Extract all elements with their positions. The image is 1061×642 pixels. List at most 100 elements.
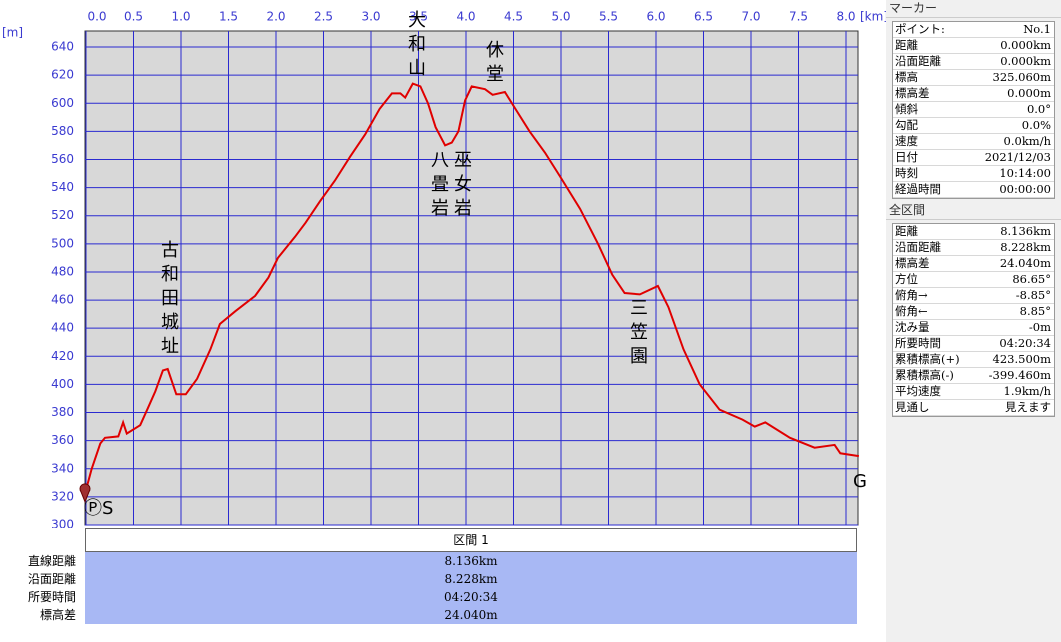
elevation-line (85, 82, 860, 491)
row-label: 沿面距離 (895, 240, 941, 254)
panel-row: 沿面距離 8.228km (893, 240, 1054, 256)
x-tick-label: 0.5 (124, 10, 143, 24)
y-tick-label: 420 (51, 349, 74, 363)
y-tick-label: 500 (51, 236, 74, 250)
row-label: 沈み量 (895, 320, 930, 334)
annotation: 大和山 (405, 10, 426, 82)
panel-row: 所要時間 04:20:34 (893, 336, 1054, 352)
panel-row: 時刻 10:14:00 (893, 166, 1054, 182)
row-value: 0.000m (1007, 86, 1051, 100)
annotation: 三笠園 (627, 298, 648, 370)
row-label: ポイント: (895, 22, 945, 36)
annotation: G (853, 471, 867, 492)
panel-title: 全区間 (886, 202, 1061, 220)
y-tick-label: 560 (51, 152, 74, 166)
panel-row: 勾配 0.0% (893, 118, 1054, 134)
row-value: 0.000km (1000, 38, 1051, 52)
row-label: 沿面距離 (27, 572, 76, 586)
plot-area (84, 30, 859, 526)
panel-row: 速度 0.0km/h (893, 134, 1054, 150)
panel-row: 日付 2021/12/03 (893, 150, 1054, 166)
row-label: 所要時間 (895, 336, 941, 350)
y-tick-label: 520 (51, 208, 74, 222)
y-tick-label: 620 (51, 68, 74, 82)
panel-row: 累積標高(+) 423.500m (893, 352, 1054, 368)
x-tick-label: 2.5 (314, 10, 333, 24)
segment-row: 沿面距離 8.228km (0, 570, 857, 588)
marker-table: ポイント: No.1 距離 0.000km 沿面距離 0.000km 標高 325.060m 標… (892, 21, 1055, 199)
row-value: 10:14:00 (999, 166, 1051, 180)
annotation: 巫女岩 (451, 150, 472, 222)
row-label: 標高 (895, 70, 918, 84)
row-value: 325.060m (992, 70, 1051, 84)
panel-row: 沈み量 -0m (893, 320, 1054, 336)
annotation: 八畳岩 (428, 150, 449, 222)
segment-row: 標高差 24.040m (0, 606, 857, 624)
row-label: 平均速度 (895, 384, 941, 398)
row-label: 俯角→ (895, 288, 928, 302)
row-label: 所要時間 (27, 590, 76, 604)
x-tick-label: 7.0 (741, 10, 760, 24)
x-tick-label: 3.0 (361, 10, 380, 24)
row-value: 423.500m (992, 352, 1051, 366)
panel-row: 傾斜 0.0° (893, 102, 1054, 118)
row-value: -399.460m (988, 368, 1051, 382)
annotation: 古和田城址 (158, 240, 179, 360)
annotation: 休堂 (483, 40, 504, 88)
row-label: 直線距離 (27, 554, 76, 568)
row-value: 86.65° (1012, 272, 1051, 286)
panel-row: 距離 0.000km (893, 38, 1054, 54)
y-tick-label: 400 (51, 377, 74, 391)
x-tick-label: 5.5 (599, 10, 618, 24)
row-label: 経過時間 (895, 182, 941, 196)
row-label: 俯角← (895, 304, 928, 318)
row-value: No.1 (1023, 22, 1051, 36)
row-label: 傾斜 (895, 102, 918, 116)
row-value: 24.040m (999, 256, 1051, 270)
panel-row: 沿面距離 0.000km (893, 54, 1054, 70)
x-tick-label: 2.0 (266, 10, 285, 24)
side-panel: マーカー ポイント: No.1 距離 0.000km 沿面距離 0.000km 標高 325.… (886, 0, 1061, 642)
x-tick-label: 0.0 (87, 10, 106, 24)
y-unit: [m] (2, 26, 23, 40)
x-tick-label: 4.0 (456, 10, 475, 24)
y-tick-label: 600 (51, 96, 74, 110)
row-label: 標高差 (39, 608, 76, 622)
row-value: 1.9km/h (1003, 384, 1051, 398)
x-tick-label: 3.5 (409, 10, 428, 24)
row-label: 累積標高(-) (895, 368, 954, 382)
row-label: 時刻 (895, 166, 918, 180)
row-value: 0.000km (1000, 54, 1051, 68)
row-value: -0m (1028, 320, 1051, 334)
row-label: 標高差 (895, 86, 930, 100)
row-value: 8.228km (85, 570, 857, 588)
x-tick-label: 1.0 (171, 10, 190, 24)
segment-row: 所要時間 04:20:34 (0, 588, 857, 606)
row-label: 累積標高(+) (895, 352, 960, 366)
panel-row: 距離 8.136km (893, 224, 1054, 240)
panel-row: ポイント: No.1 (893, 22, 1054, 38)
x-tick-label: 6.0 (646, 10, 665, 24)
x-tick-label: 4.5 (504, 10, 523, 24)
panel-row: 俯角→ -8.85° (893, 288, 1054, 304)
row-value: 8.85° (1019, 304, 1051, 318)
segment-row: 直線距離 8.136km (0, 552, 857, 570)
row-label: 方位 (895, 272, 918, 286)
panel-row: 累積標高(-) -399.460m (893, 368, 1054, 384)
x-tick-label: 6.5 (694, 10, 713, 24)
row-value: 04:20:34 (999, 336, 1051, 350)
y-tick-label: 380 (51, 405, 74, 419)
row-value: 8.136km (85, 552, 857, 570)
y-tick-label: 640 (51, 40, 74, 54)
panel-row: 平均速度 1.9km/h (893, 384, 1054, 400)
panel-row: 方位 86.65° (893, 272, 1054, 288)
x-tick-label: 8.0 (836, 10, 855, 24)
panel-row: 標高 325.060m (893, 70, 1054, 86)
row-label: 距離 (895, 224, 918, 238)
row-value: 見えます (1005, 400, 1051, 414)
row-value: 0.0° (1026, 102, 1051, 116)
panel-row: 経過時間 00:00:00 (893, 182, 1054, 198)
x-unit: [km] (860, 10, 886, 24)
y-tick-label: 320 (51, 489, 74, 503)
